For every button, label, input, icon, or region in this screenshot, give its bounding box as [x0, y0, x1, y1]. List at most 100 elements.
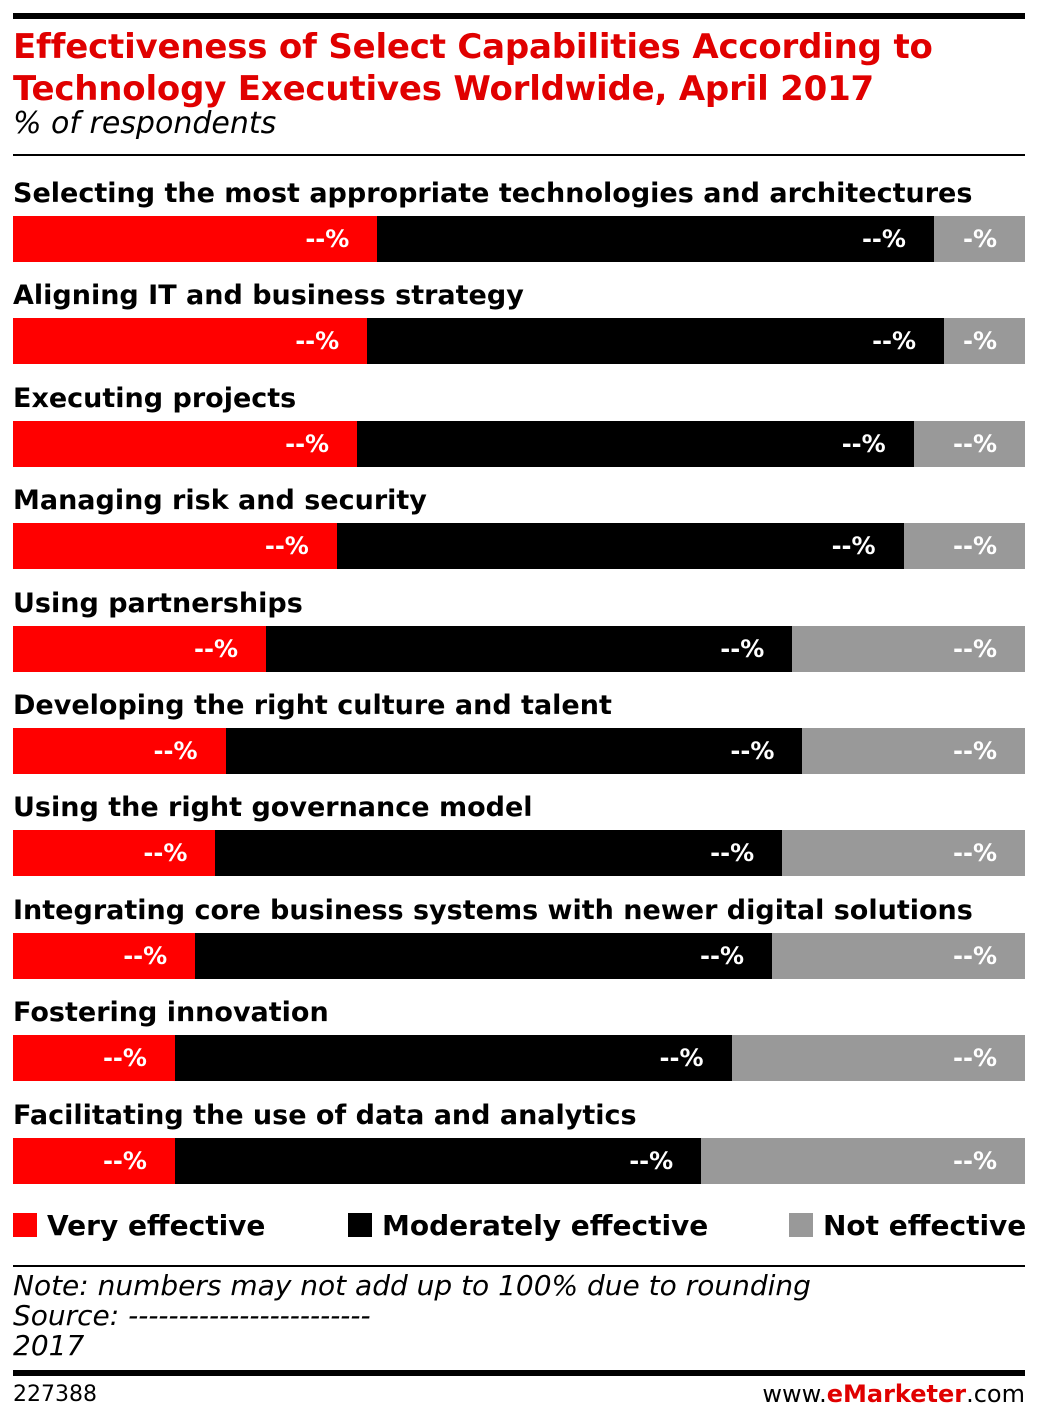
brand-suffix: .com: [966, 1380, 1025, 1408]
bar-row: --% --% --%: [13, 830, 1025, 877]
data-label-moderately-effective: --%: [872, 327, 917, 356]
bar-segment-very-effective: [13, 830, 216, 877]
category-label: Developing the right culture and talent: [13, 690, 612, 721]
data-label-moderately-effective: --%: [831, 532, 876, 561]
data-label-not-effective: -%: [962, 225, 997, 253]
bar-row: --% --% --%: [13, 420, 1025, 467]
category-label: Using the right governance model: [13, 792, 533, 824]
data-label-moderately-effective: --%: [629, 1146, 674, 1175]
bar-segment-moderately-effective: [336, 523, 904, 570]
data-label-moderately-effective: --%: [720, 634, 765, 663]
chart-title: Effectiveness of Select Capabilities Acc…: [13, 27, 933, 109]
legend-swatch-very-effective: [13, 1213, 37, 1237]
data-label-moderately-effective: --%: [700, 941, 744, 970]
bar-segment-moderately-effective: [266, 625, 793, 672]
data-label-very-effective: --%: [153, 737, 198, 765]
bar-segment-moderately-effective: [367, 318, 945, 365]
bar-row: --% --% --%: [13, 932, 1025, 979]
brand-link[interactable]: www.eMarketer.com: [762, 1380, 1025, 1408]
stacked-bar-chart: Selecting the most appropriate technolog…: [0, 170, 1038, 1190]
bar-row: --% --% -%: [13, 318, 1025, 365]
bar-segment-not-effective: [772, 932, 1025, 979]
data-label-very-effective: --%: [123, 941, 168, 970]
category-label: Managing risk and security: [13, 485, 427, 517]
bar-segment-not-effective: [944, 318, 1025, 365]
data-label-very-effective: --%: [295, 327, 340, 356]
data-label-moderately-effective: --%: [730, 737, 775, 765]
data-label-moderately-effective: --%: [659, 1044, 704, 1073]
data-label-not-effective: --%: [953, 839, 997, 868]
category-label: Facilitating the use of data and analyti…: [13, 1099, 637, 1131]
bar-segment-not-effective: [933, 216, 1025, 262]
data-label-very-effective: --%: [143, 839, 188, 868]
data-label-very-effective: --%: [102, 1146, 147, 1175]
data-label-not-effective: --%: [953, 1044, 997, 1073]
data-label-very-effective: --%: [194, 634, 238, 663]
bar-segment-not-effective: [802, 728, 1025, 774]
legend-item-very-effective: Very effective: [13, 1205, 265, 1245]
data-label-moderately-effective: --%: [861, 225, 906, 253]
data-label-not-effective: --%: [953, 737, 997, 765]
bar-segment-moderately-effective: [225, 728, 803, 774]
legend-label-very-effective: Very effective: [47, 1208, 266, 1242]
legend-swatch-not-effective: [789, 1213, 813, 1237]
category-label: Integrating core business systems with n…: [13, 894, 973, 926]
data-label-not-effective: -%: [962, 327, 997, 356]
bar-row: --% --% --%: [13, 625, 1025, 672]
legend-label-not-effective: Not effective: [823, 1208, 1027, 1242]
data-label-very-effective: --%: [305, 225, 350, 253]
legend: Very effective Moderately effective Not …: [13, 1205, 1026, 1245]
brand-prefix: www.: [762, 1380, 827, 1408]
data-label-not-effective: --%: [953, 532, 997, 561]
category-label: Executing projects: [13, 382, 297, 414]
bar-segment-not-effective: [913, 420, 1025, 467]
bar-row: --% --% --%: [13, 728, 1025, 774]
data-label-not-effective: --%: [953, 634, 997, 663]
legend-item-not-effective: Not effective: [789, 1205, 1026, 1245]
bar-segment-very-effective: [13, 625, 266, 672]
data-label-very-effective: --%: [264, 532, 309, 561]
data-label-not-effective: --%: [953, 941, 997, 970]
footer-rule: [13, 1370, 1025, 1376]
bar-segment-not-effective: [782, 830, 1025, 877]
chart-id: 227388: [13, 1382, 97, 1407]
category-label: Using partnerships: [13, 587, 303, 619]
data-label-very-effective: --%: [102, 1044, 147, 1073]
note-text: Note: numbers may not add up to 100% due…: [13, 1269, 811, 1302]
legend-label-moderately-effective: Moderately effective: [382, 1208, 709, 1242]
bar-segment-very-effective: [13, 728, 226, 774]
legend-swatch-moderately-effective: [348, 1213, 372, 1237]
bar-segment-very-effective: [13, 1035, 175, 1082]
bar-segment-not-effective: [731, 1035, 1025, 1082]
bar-segment-not-effective: [701, 1137, 1025, 1184]
bar-row: --% --% --%: [13, 523, 1025, 570]
bar-segment-very-effective: [13, 1137, 175, 1184]
data-label-not-effective: --%: [953, 1146, 997, 1175]
category-label: Selecting the most appropriate technolog…: [13, 178, 973, 209]
source-text: Source: ------------------------: [13, 1299, 371, 1332]
bar-row: --% --% -%: [13, 216, 1025, 262]
notes-rule: [13, 1265, 1025, 1267]
bar-segment-not-effective: [903, 523, 1025, 570]
data-label-very-effective: --%: [285, 429, 330, 458]
category-label: Aligning IT and business strategy: [13, 280, 524, 312]
bar-segment-not-effective: [792, 625, 1025, 672]
year-text: 2017: [13, 1329, 85, 1362]
bar-segment-moderately-effective: [215, 830, 783, 877]
data-label-moderately-effective: --%: [710, 839, 755, 868]
data-label-moderately-effective: --%: [841, 429, 886, 458]
bar-row: --% --% --%: [13, 1035, 1025, 1082]
brand-name: eMarketer: [826, 1380, 967, 1408]
header-rule: [13, 154, 1025, 156]
category-label: Fostering innovation: [13, 997, 329, 1029]
notes-block: Note: numbers may not add up to 100% due…: [13, 1271, 811, 1361]
bar-segment-moderately-effective: [174, 1035, 732, 1082]
bar-segment-very-effective: [13, 932, 196, 979]
chart-subtitle: % of respondents: [13, 106, 277, 141]
bar-segment-moderately-effective: [357, 420, 914, 467]
top-rule: [13, 13, 1025, 19]
data-label-not-effective: --%: [953, 429, 997, 458]
bar-segment-very-effective: [13, 420, 358, 467]
legend-item-moderately-effective: Moderately effective: [348, 1205, 708, 1245]
bar-segment-very-effective: [13, 216, 378, 262]
